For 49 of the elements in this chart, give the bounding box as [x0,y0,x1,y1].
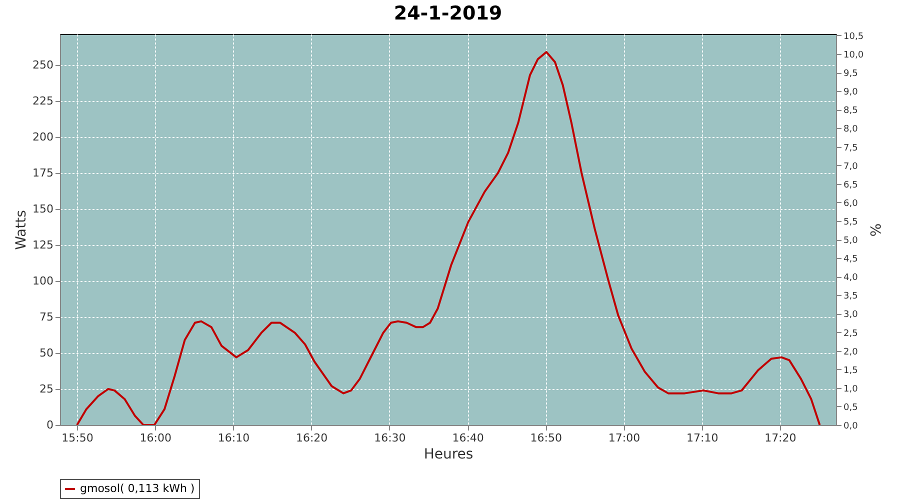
y2-tick-label: 9,0 [844,88,858,98]
y2-tick-label: 2,0 [844,347,858,358]
y2-tick-label: 2,5 [844,328,858,339]
x-tick-label: 17:00 [608,432,640,444]
y2-tick-label: 0,0 [844,422,858,432]
y-tick-label: 125 [32,238,54,252]
y-axis-title: Watts [14,210,30,250]
y-tick-label: 200 [32,130,54,144]
y2-tick-label: 8,5 [844,106,858,116]
y2-tick-label: 0,5 [844,402,858,413]
x-tick-label: 16:00 [140,432,172,444]
x-tick-label: 17:20 [764,432,796,444]
y-tick-label: 75 [40,310,54,324]
y2-tick-label: 6,5 [844,180,858,190]
y2-tick-label: 7,5 [844,143,858,154]
y2-tick-label: 8,0 [844,124,858,135]
y-tick-label: 50 [40,346,54,360]
legend-label: gmosol( 0,113 kWh ) [80,482,195,495]
y2-tick-label: 6,0 [844,198,858,209]
y2-tick-label: 3,5 [844,292,858,302]
y-tick-label: 175 [32,166,54,180]
y-tick-label: 225 [32,94,54,108]
y2-tick-label: 5,0 [844,236,858,246]
y2-tick-label: 1,0 [844,384,858,394]
y2-tick-label: 5,5 [844,217,858,228]
y2-tick-label: 3,0 [844,310,858,320]
y2-tick-label: 1,5 [844,366,858,376]
y2-tick-label: 7,0 [844,162,858,172]
y-tick-label: 25 [40,382,54,396]
y2-axis-title: % [866,223,883,237]
x-tick-label: 16:10 [218,432,250,444]
x-tick-label: 16:30 [374,432,406,444]
x-tick-label: 16:20 [296,432,328,444]
y-tick-label: 100 [32,274,54,288]
y2-tick-label: 4,5 [844,254,858,265]
y2-tick-label: 10,0 [844,50,864,61]
y-tick-label: 250 [32,58,54,72]
chart-title: 24-1-2019 [394,2,502,24]
line-series [76,51,821,425]
y2-tick-label: 10,5 [844,32,864,42]
y2-tick-label: 4,0 [844,273,858,284]
y2-tick-label: 9,5 [844,69,858,80]
x-tick-label: 17:10 [686,432,718,444]
x-axis-title: Heures [424,446,474,462]
x-tick-label: 16:50 [530,432,562,444]
y-tick-label: 0 [46,418,54,432]
y-tick-label: 150 [32,202,54,216]
x-tick-label: 16:40 [452,432,484,444]
x-tick-label: 15:50 [62,432,94,444]
